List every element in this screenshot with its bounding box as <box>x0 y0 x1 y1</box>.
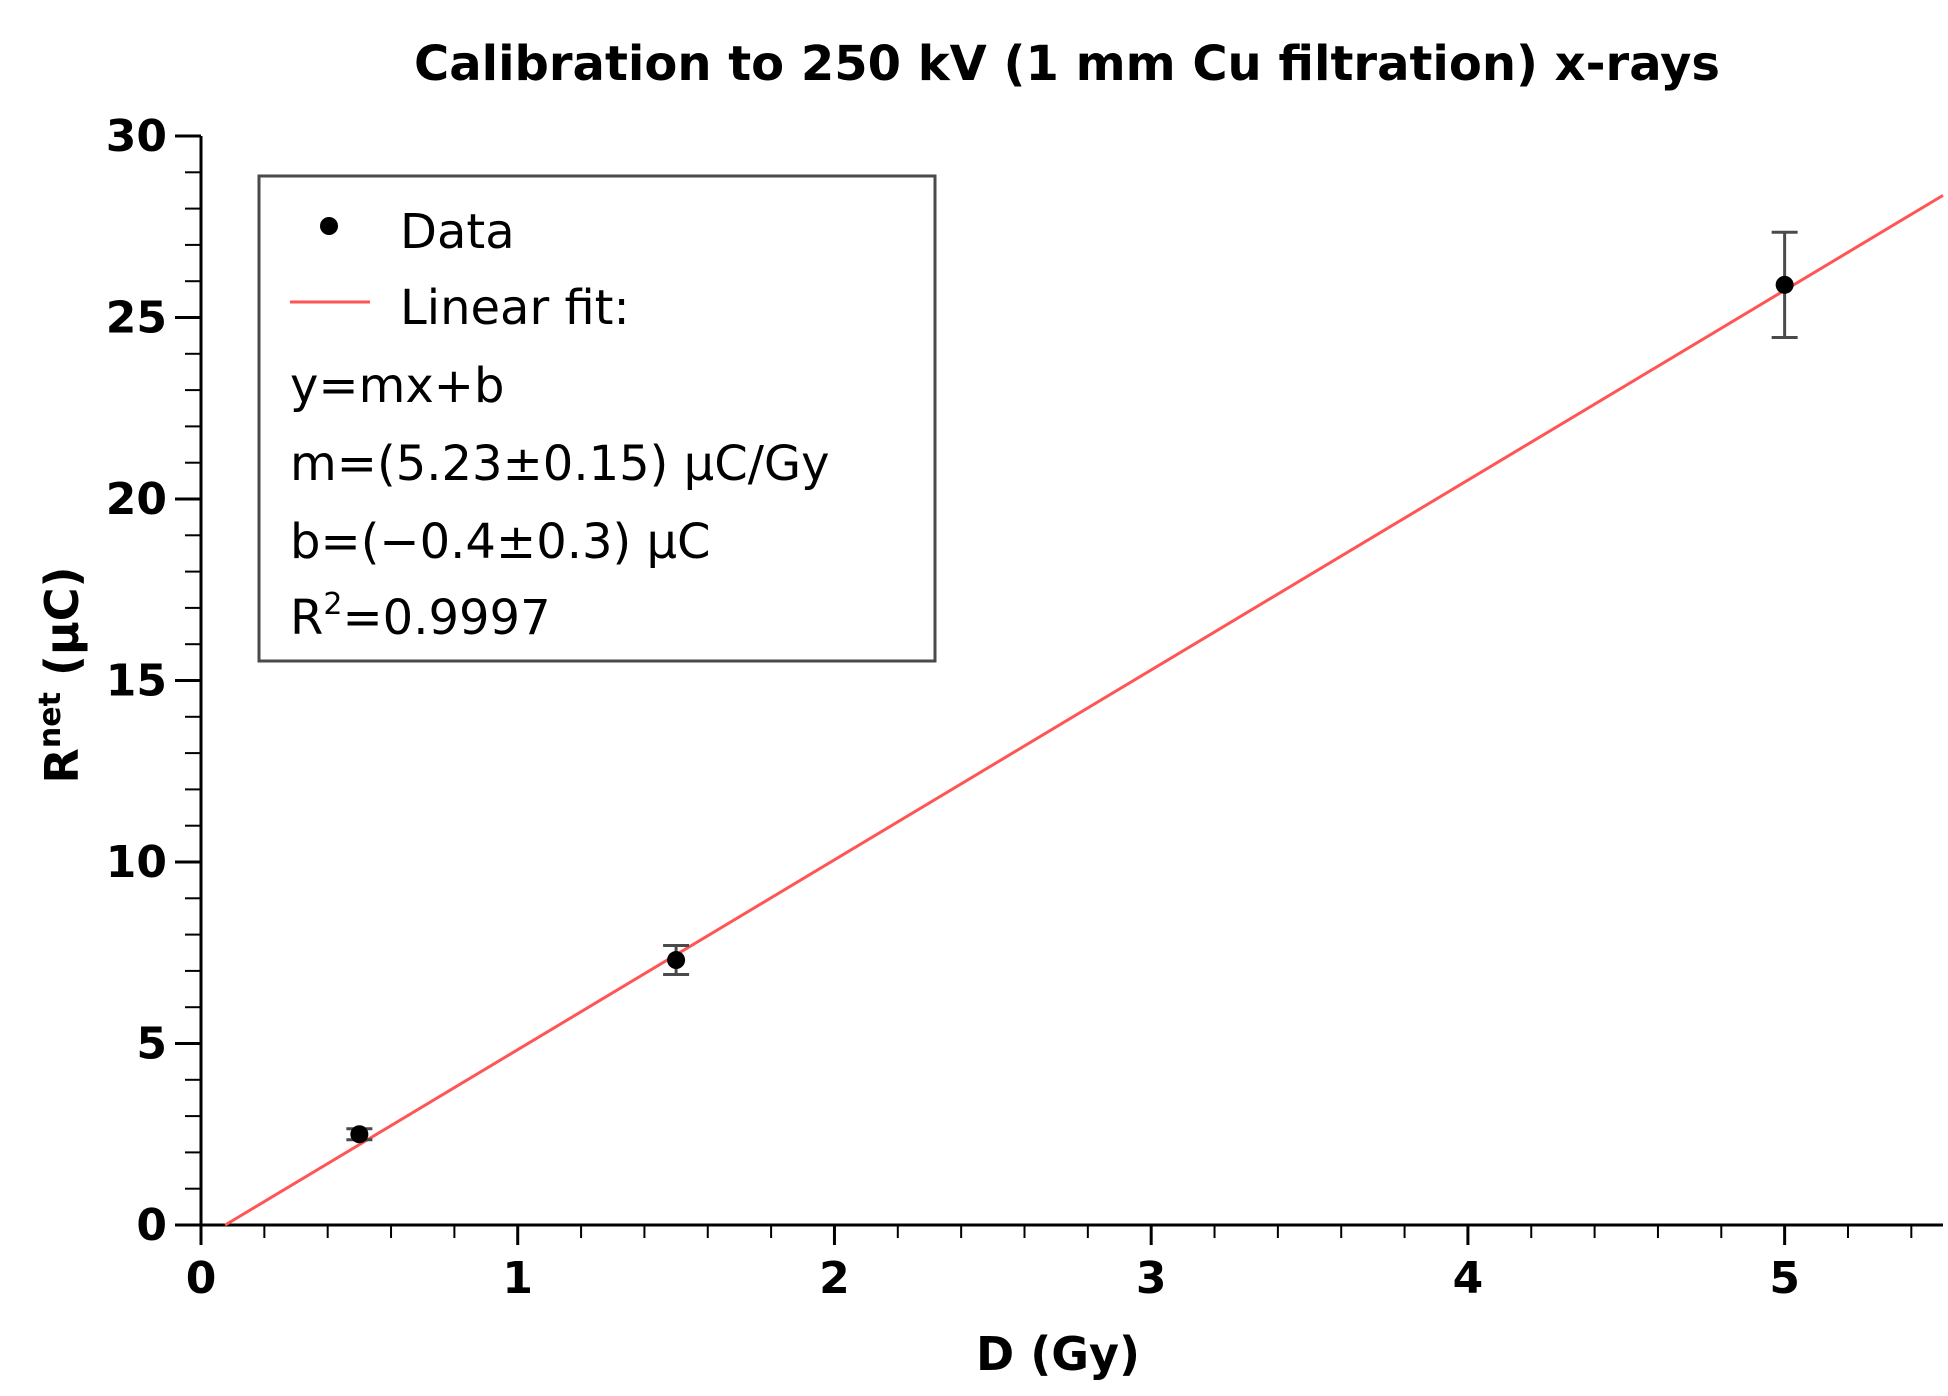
y-tick-label: 30 <box>106 111 167 162</box>
legend-slope: m=(5.23±0.15) μC/Gy <box>290 436 829 492</box>
y-axis-label-superscript: net <box>33 692 68 748</box>
y-tick-label: 5 <box>136 1019 167 1070</box>
legend-box <box>257 174 937 663</box>
chart-title: Calibration to 250 kV (1 mm Cu filtratio… <box>414 36 1720 92</box>
y-axis: 0 5 10 15 20 25 30 <box>106 111 203 1251</box>
x-tick-label: 0 <box>186 1253 217 1304</box>
legend-data-label: Data <box>400 204 515 260</box>
legend-intercept: b=(−0.4±0.3) μC <box>290 514 711 570</box>
y-axis-label-base: R <box>35 748 89 783</box>
y-axis-label-unit: (μC) <box>35 566 89 692</box>
y-tick-label: 25 <box>106 293 167 344</box>
data-series <box>346 230 1798 1144</box>
y-tick-label: 15 <box>106 656 167 707</box>
y-tick-label: 20 <box>106 474 167 525</box>
fit-line <box>224 194 1944 1227</box>
x-tick-label: 4 <box>1453 1253 1484 1304</box>
legend-r2-superscript: 2 <box>323 587 342 622</box>
legend-r2-rest: =0.9997 <box>342 590 550 646</box>
x-tick-label: 2 <box>819 1253 850 1304</box>
legend-r2-base: R <box>290 590 323 646</box>
legend-r2: R2=0.9997 <box>290 587 551 646</box>
data-point <box>350 1125 369 1144</box>
x-axis-label: D (Gy) <box>976 1327 1140 1381</box>
x-tick-label: 5 <box>1769 1253 1800 1304</box>
y-tick-label: 10 <box>106 837 167 888</box>
y-axis-label: Rnet (μC) <box>33 566 89 783</box>
x-tick-label: 3 <box>1136 1253 1167 1304</box>
x-axis: 0 1 2 3 4 5 <box>186 1223 1943 1304</box>
x-tick-label: 1 <box>502 1253 533 1304</box>
fit-series <box>224 194 1944 1227</box>
data-point <box>667 951 686 970</box>
y-tick-label: 0 <box>136 1200 167 1251</box>
legend: Data Linear fit: y=mx+b m=(5.23±0.15) μC… <box>257 174 937 663</box>
legend-data-marker <box>320 217 338 235</box>
legend-equation: y=mx+b <box>290 358 504 414</box>
legend-fit-label: Linear fit: <box>400 280 630 336</box>
data-point <box>1775 275 1794 294</box>
